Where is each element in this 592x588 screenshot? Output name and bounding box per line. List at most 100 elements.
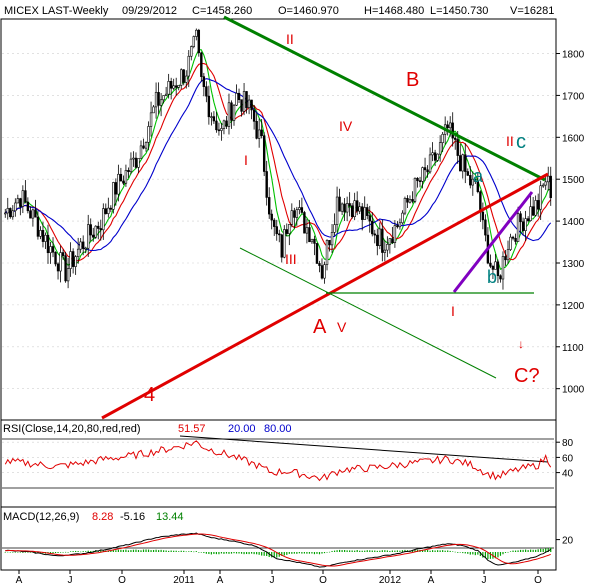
macd-histogram-bar bbox=[165, 550, 167, 552]
candle-body bbox=[69, 251, 72, 269]
candle-body bbox=[464, 154, 467, 172]
macd-histogram-bar bbox=[157, 550, 160, 552]
candle-body bbox=[114, 182, 118, 195]
macd-histogram-bar bbox=[243, 552, 245, 555]
candle-body bbox=[310, 238, 314, 243]
candle-body bbox=[393, 225, 397, 243]
candle-body bbox=[157, 92, 160, 106]
macd-histogram-bar bbox=[7, 551, 9, 553]
wave-label-4: 4 bbox=[144, 384, 155, 406]
candle-body bbox=[355, 200, 359, 212]
candle-body bbox=[323, 264, 326, 279]
candle-body bbox=[210, 116, 213, 118]
macd-histogram-bar bbox=[245, 552, 248, 555]
macd-histogram-bar bbox=[434, 550, 436, 552]
x-tick-label: O bbox=[319, 575, 327, 586]
macd-histogram-bar bbox=[190, 551, 192, 552]
macd-histogram-bar bbox=[399, 550, 401, 552]
candle-body bbox=[436, 153, 439, 161]
candle-body bbox=[215, 120, 218, 131]
macd-histogram-bar bbox=[120, 549, 122, 552]
macd-label-macd: 8.28 bbox=[92, 511, 113, 523]
trend-lines bbox=[101, 15, 549, 420]
candle-body bbox=[408, 199, 412, 203]
macd-histogram-bar bbox=[525, 549, 527, 552]
candle-body bbox=[59, 252, 62, 272]
macd-histogram-bar bbox=[283, 552, 285, 556]
macd-histogram-bar bbox=[67, 552, 69, 553]
candle-body bbox=[273, 219, 276, 227]
macd-panel-frame bbox=[0, 506, 557, 571]
macd-histogram-bar bbox=[499, 552, 502, 556]
macd-histogram-bar bbox=[253, 552, 255, 555]
macd-histogram-bar bbox=[195, 551, 197, 552]
macd-tick-label: 20 bbox=[562, 536, 574, 547]
x-tick-label: A bbox=[428, 575, 435, 586]
macd-histogram-bar bbox=[188, 551, 190, 552]
macd-histogram-bar bbox=[54, 552, 57, 554]
price-tick-label: 1100 bbox=[562, 343, 584, 354]
candle-body bbox=[46, 234, 50, 254]
candle-body bbox=[84, 247, 87, 250]
macd-histogram-bar bbox=[530, 549, 532, 552]
rsi-tick-label: 60 bbox=[562, 453, 574, 464]
candle-body bbox=[56, 263, 60, 272]
macd-histogram-bar bbox=[474, 552, 476, 556]
macd-histogram-bar bbox=[333, 550, 336, 552]
candle-body bbox=[212, 116, 216, 122]
candle-body bbox=[172, 85, 175, 89]
candle-body bbox=[142, 145, 145, 149]
candle-body bbox=[280, 234, 283, 258]
price-grid bbox=[2, 53, 554, 389]
macd-histogram-bar bbox=[29, 552, 31, 553]
macd-histogram-bar bbox=[504, 552, 507, 553]
macd-histogram-bar bbox=[298, 552, 300, 554]
rsi-label-low: 20.00 bbox=[228, 423, 256, 435]
candle-body bbox=[461, 154, 464, 172]
candle-body bbox=[205, 86, 208, 97]
candle-body bbox=[350, 205, 354, 217]
candle-body bbox=[185, 75, 188, 83]
macd-histogram-bar bbox=[514, 550, 517, 552]
candle-body bbox=[481, 211, 485, 221]
wave-label-III: III bbox=[285, 251, 297, 267]
candle-body bbox=[451, 122, 454, 139]
candle-body bbox=[531, 206, 535, 216]
macd-histogram-bar bbox=[261, 552, 263, 556]
candle-body bbox=[428, 154, 432, 173]
red-support-line bbox=[101, 172, 549, 420]
rsi-label-high: 80.00 bbox=[264, 423, 292, 435]
price-tick-label: 1300 bbox=[562, 259, 585, 270]
candle-body bbox=[154, 92, 158, 108]
macd-histogram-bar bbox=[168, 550, 170, 552]
candle-body bbox=[44, 234, 47, 242]
candle-body bbox=[99, 228, 102, 231]
macd-histogram-bar bbox=[127, 550, 130, 552]
candle-body bbox=[112, 182, 115, 210]
x-axis: A J O 2011 A J O 2012 A J O bbox=[16, 570, 542, 586]
candle-body bbox=[330, 232, 334, 246]
macd-histogram-bar bbox=[9, 551, 11, 553]
candle-body bbox=[466, 171, 469, 176]
candle-body bbox=[476, 181, 480, 193]
macd-histogram-bar bbox=[354, 550, 356, 552]
x-tick-label: J bbox=[482, 575, 487, 586]
candle-body bbox=[288, 224, 291, 234]
candle-body bbox=[255, 121, 258, 139]
macd-histogram-bar bbox=[489, 552, 492, 559]
macd-histogram-bar bbox=[484, 552, 486, 559]
candle-body bbox=[398, 222, 402, 228]
macd-histogram-bar bbox=[178, 551, 180, 552]
macd-histogram-bar bbox=[85, 551, 87, 552]
macd-histogram-bar bbox=[497, 552, 499, 558]
macd-signal-line bbox=[5, 533, 551, 567]
macd-histogram-bar bbox=[213, 552, 215, 554]
macd-label-signal: -5.16 bbox=[120, 511, 145, 523]
macd-histogram-bar bbox=[281, 552, 283, 556]
candle-body bbox=[469, 175, 472, 186]
macd-histogram-bar bbox=[92, 550, 94, 552]
rsi-label-name: RSI(Close,14,20,80,red,red) bbox=[3, 423, 141, 435]
candle-body bbox=[353, 200, 356, 217]
macd-histogram-bar bbox=[130, 550, 132, 552]
